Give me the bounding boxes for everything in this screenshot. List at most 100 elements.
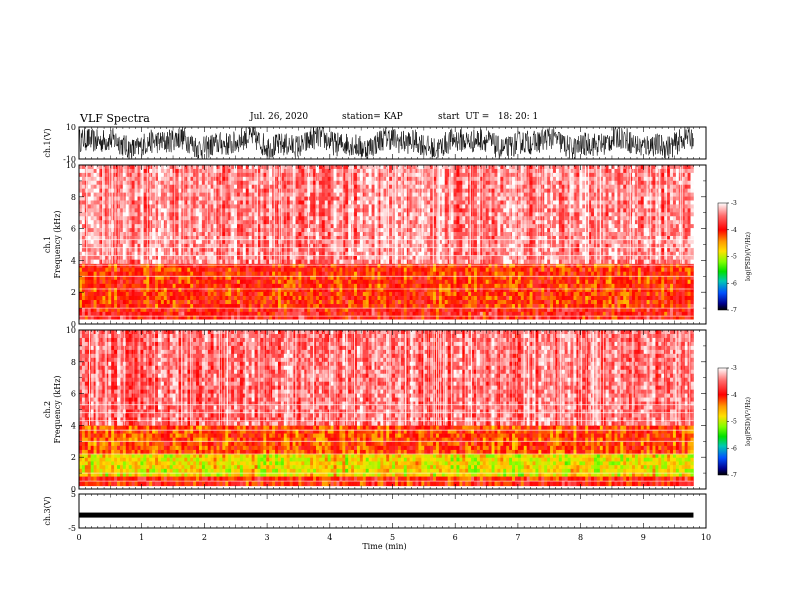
ch1-spectrogram-cell-b1 — [684, 263, 688, 268]
ch1-spectrogram-cell-b1 — [503, 267, 507, 272]
ch1-spectrogram-cell-b2 — [289, 228, 293, 233]
ch1-spectrogram-cell-b2 — [304, 204, 308, 209]
ch1-spectrogram-cell-b2 — [79, 251, 83, 256]
ch1-spectrogram-cell-b1 — [368, 279, 372, 285]
ch1-spectrogram-cell-b2 — [119, 224, 124, 229]
ch1-spectrogram-cell-b2 — [131, 255, 135, 260]
ch1-spectrogram-cell-b2 — [158, 212, 162, 217]
ch1-spectrogram-cell-b2 — [275, 216, 279, 221]
ch1-spectrogram-cell-b0 — [275, 308, 279, 313]
ch1-spectrogram-cell-b0 — [509, 308, 513, 313]
ch1-spectrogram-cell-b2 — [108, 196, 112, 201]
ch1-spectrogram-cell-b0 — [90, 308, 94, 313]
ch1-spectrogram-cell-b2 — [210, 165, 214, 170]
ch1-spectrogram-cell-b2 — [111, 176, 115, 182]
ch1-spectrogram-cell-b2 — [128, 235, 132, 241]
ch1-spectrogram-cell-b1 — [447, 283, 451, 289]
ch1-spectrogram-cell-b1 — [599, 283, 604, 289]
ch1-spectrogram-cell-b2 — [239, 196, 244, 201]
ch1-spectrogram-cell-b2 — [119, 220, 124, 225]
ch1-spectrogram-cell-b1 — [201, 300, 206, 305]
ch1-spectrogram-cell-b2 — [125, 184, 130, 189]
ch1-spectrogram-cell-b1 — [468, 275, 472, 281]
ch1-spectrogram-cell-b2 — [184, 165, 188, 170]
ch1-spectrogram-cell-b2 — [237, 243, 241, 249]
ch1-spectrogram-cell-b1 — [333, 275, 337, 281]
ch1-spectrogram-cell-b2 — [266, 247, 270, 253]
ch1-spectrogram-cell-b1 — [538, 283, 542, 289]
ch1-spectrogram-cell-b1 — [634, 300, 639, 305]
ch1-spectrogram-cell-b0 — [482, 315, 487, 320]
ch1-spectrogram-cell-b2 — [222, 216, 226, 221]
ch1-spectrogram-cell-b1 — [219, 263, 223, 268]
ch1-spectrogram-cell-b1 — [526, 263, 530, 268]
ch1-spectrogram-cell-b1 — [585, 263, 589, 268]
ch1-spectrogram-cell-b1 — [295, 267, 299, 272]
ch1-spectrogram-cell-b1 — [356, 279, 361, 285]
ch1-spectrogram-cell-b1 — [514, 279, 519, 285]
ch1-spectrogram-cell-b1 — [204, 300, 209, 305]
ch1-spectrogram-cell-b2 — [119, 228, 124, 233]
ch1-spectrogram-cell-b2 — [251, 192, 255, 197]
ch1-spectrogram-cell-b2 — [122, 212, 127, 217]
ch1-spectrogram-cell-b1 — [166, 304, 171, 309]
ch1-spectrogram-cell-b2 — [316, 255, 320, 260]
ch1-spectrogram-cell-b1 — [178, 275, 182, 281]
ch1-spectrogram-cell-b1 — [514, 275, 519, 281]
ch1-spectrogram-cell-b1 — [424, 287, 428, 293]
ch1-spectrogram-cell-b2 — [134, 180, 138, 186]
ch1-spectrogram-cell-b1 — [213, 287, 217, 293]
ch1-spectrogram-cell-b1 — [359, 295, 364, 301]
ch1-spectrogram-cell-b1 — [555, 291, 560, 297]
ch1-spectrogram-cell-b2 — [134, 247, 138, 253]
ch1-spectrogram-cell-b2 — [111, 180, 115, 186]
ch1-spectrogram-cell-b2 — [219, 243, 223, 249]
ch1-spectrogram-cell-b1 — [283, 263, 288, 268]
ch1-spectrogram-cell-b2 — [152, 232, 156, 237]
ch1-spectrogram-cell-b1 — [213, 267, 217, 272]
ch1-spectrogram-cell-b2 — [210, 251, 214, 256]
ch1-spectrogram-cell-b2 — [99, 168, 103, 174]
ch1-spectrogram-cell-b0 — [626, 315, 630, 320]
ch1-spectrogram-cell-b1 — [198, 304, 203, 309]
ch1-spectrogram-cell-b2 — [79, 255, 83, 260]
ch1-spectrogram-cell-b1 — [178, 295, 182, 301]
ch1-spectrogram-cell-b1 — [342, 295, 346, 301]
ch1-spectrogram-cell-b2 — [196, 176, 200, 182]
ch1-spectrogram-cell-b2 — [263, 196, 267, 201]
ch1-spectrogram-cell-b0 — [576, 308, 580, 313]
ch1-spectrogram-cell-b2 — [125, 180, 130, 186]
ch1-spectrogram-cell-b2 — [298, 216, 302, 221]
ch1-spectrogram-cell-b1 — [608, 283, 612, 289]
ch1-spectrogram-cell-b2 — [234, 220, 238, 225]
ch1-spectrogram-cell-b2 — [187, 188, 191, 193]
ch1-spectrogram-cell-b2 — [269, 235, 273, 241]
ch1-spectrogram-cell-b2 — [184, 184, 188, 189]
ch1-spectrogram-cell-b0 — [134, 308, 138, 313]
ch1-spectrogram-cell-b1 — [459, 279, 463, 285]
ch1-spectrogram-cell-b2 — [292, 239, 296, 245]
ch1-spectrogram-cell-b2 — [137, 168, 141, 174]
ch1-spectrogram-cell-b2 — [134, 224, 138, 229]
ch1-spectrogram-cell-b1 — [652, 295, 656, 301]
ch1-spectrogram-cell-b1 — [383, 291, 387, 297]
ch1-spectrogram-cell-b0 — [672, 315, 677, 320]
ch1-spectrogram-cell-b1 — [345, 263, 349, 268]
ch1-spectrogram-cell-b1 — [544, 304, 548, 309]
ch1-spectrogram-cell-b2 — [193, 208, 197, 213]
ch1-spectrogram-cell-b1 — [237, 300, 241, 305]
ch1-spectrogram-cell-b2 — [257, 228, 261, 233]
ch1-spectrogram-cell-b2 — [172, 224, 176, 229]
ch1-spectrogram-cell-b2 — [222, 220, 226, 225]
ch1-spectrogram-cell-b0 — [462, 311, 466, 316]
ch1-spectrogram-cell-b2 — [222, 188, 226, 193]
ch1-spectrogram-cell-b2 — [283, 220, 288, 225]
ch1-spectrogram-cell-b1 — [356, 287, 361, 293]
ch1-spectrogram-cell-b2 — [213, 165, 217, 170]
ch1-spectrogram-cell-b2 — [207, 224, 211, 229]
ch1-spectrogram-cell-b1 — [667, 287, 671, 293]
ch1-spectrogram-cell-b2 — [301, 251, 305, 256]
ch1-spectrogram-cell-b1 — [406, 287, 410, 293]
ch1-spectrogram-cell-b1 — [122, 263, 127, 268]
ch1-spectrogram-cell-b2 — [283, 259, 288, 264]
